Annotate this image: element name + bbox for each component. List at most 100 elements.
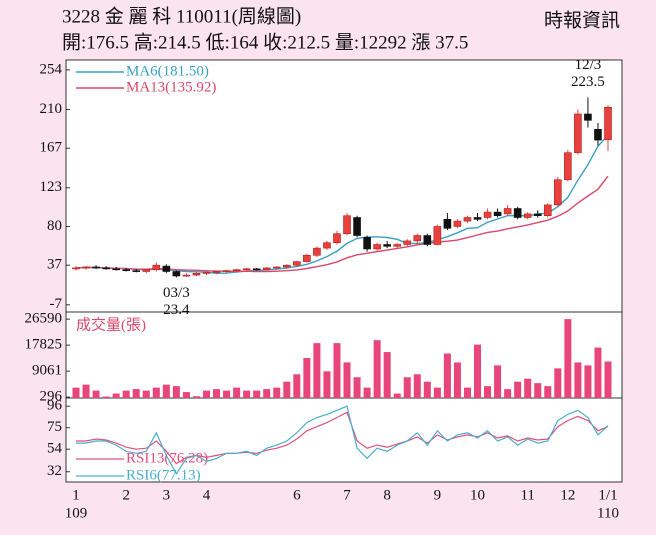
volume-bar: [202, 390, 210, 398]
volume-bar: [303, 357, 311, 398]
candle-body: [574, 113, 582, 154]
volume-bar: [514, 381, 522, 398]
candle-body: [172, 271, 181, 277]
y-tick-label: 167: [40, 140, 63, 156]
volume-bar: [172, 386, 180, 398]
volume-label: 成交量(張): [76, 315, 146, 333]
volume-bar: [112, 393, 120, 398]
y-tick-label: 17825: [25, 337, 63, 353]
candle-body: [373, 244, 381, 250]
candle-body: [443, 219, 452, 229]
x-tick-label: 2: [122, 487, 130, 503]
candle-body: [594, 129, 602, 141]
volume-bar: [383, 352, 391, 398]
candle-body: [483, 211, 492, 218]
volume-bar: [182, 392, 190, 398]
volume-bar: [403, 377, 411, 398]
x-tick-label: 12: [560, 487, 575, 503]
volume-bar: [574, 362, 582, 398]
x-tick-label: 7: [343, 487, 351, 503]
y-tick-label: 32: [47, 463, 62, 479]
candle-body: [543, 204, 552, 216]
volume-bar: [524, 378, 532, 398]
candle-body: [523, 213, 532, 218]
volume-bar: [243, 390, 251, 398]
candle-body: [282, 264, 291, 268]
legend-label: MA13(135.92): [126, 79, 216, 95]
candle-body: [333, 233, 341, 243]
volume-bar: [92, 390, 100, 398]
x-tick-label: 6: [293, 487, 301, 503]
y-tick-label: 75: [47, 419, 62, 435]
candle-body: [453, 220, 462, 227]
candle-body: [313, 247, 321, 256]
annotation: 12/3: [575, 57, 602, 73]
legend-label: MA6(181.50): [126, 63, 209, 79]
x-tick-label: 1/1: [598, 487, 617, 503]
candle-body: [533, 213, 542, 216]
volume-bar: [263, 389, 271, 398]
candle-body: [604, 106, 612, 140]
candle-body: [403, 240, 412, 245]
candle-body: [564, 152, 572, 180]
volume-bar: [343, 362, 351, 398]
candle-body: [493, 211, 502, 217]
volume-bar: [333, 343, 341, 398]
volume-bar: [233, 387, 241, 398]
annotation: 23.4: [163, 302, 190, 318]
y-tick-label: 26590: [25, 311, 63, 327]
y-tick-label: 9061: [32, 363, 62, 379]
candle-body: [252, 268, 261, 271]
candle-body: [212, 271, 221, 273]
x-tick-label: 8: [383, 487, 391, 503]
volume-bar: [604, 361, 612, 398]
volume-bar: [413, 374, 421, 398]
volume-bar: [544, 386, 552, 398]
volume-bar: [192, 396, 200, 398]
candle-body: [383, 244, 391, 247]
candle-body: [272, 266, 281, 269]
candle-body: [102, 267, 110, 270]
candle-body: [132, 270, 141, 272]
y-tick-label: 254: [40, 61, 63, 77]
candle-body: [122, 269, 130, 272]
x-tick-label: 10: [470, 487, 485, 503]
volume-bar: [102, 396, 110, 398]
volume-bar: [273, 387, 281, 398]
candle-body: [503, 208, 512, 215]
volume-bar: [484, 386, 492, 398]
candle-body: [92, 266, 100, 269]
candle-body: [303, 255, 311, 262]
candle-body: [584, 113, 592, 121]
y-tick-label: 54: [47, 441, 63, 457]
candle-body: [323, 242, 331, 249]
volume-bar: [594, 347, 602, 398]
candle-body: [232, 269, 241, 272]
candle-body: [202, 272, 211, 274]
volume-bar: [433, 387, 441, 398]
y-tick-label: 80: [47, 218, 62, 234]
candle-body: [82, 266, 90, 269]
volume-bar: [283, 381, 291, 398]
y-tick-label: 296: [40, 389, 63, 405]
candle-body: [473, 217, 482, 220]
candle-body: [242, 268, 251, 271]
volume-bar: [373, 340, 381, 398]
volume-bar: [313, 343, 321, 398]
legend-label: RSI13(76.28): [126, 450, 208, 466]
volume-bar: [323, 371, 331, 398]
volume-bar: [223, 390, 231, 398]
volume-bar: [213, 389, 221, 398]
volume-bar: [363, 387, 371, 398]
candle-body: [222, 270, 231, 272]
candle-body: [112, 268, 120, 271]
volume-bar: [293, 374, 301, 398]
volume-bar: [554, 368, 562, 398]
volume-bar: [253, 390, 261, 398]
volume-bar: [564, 319, 572, 398]
volume-bar: [152, 387, 160, 398]
candle-body: [513, 208, 522, 218]
candle-body: [182, 274, 191, 277]
subtitle: 開:176.5 高:214.5 低:164 收:212.5 量:12292 漲 …: [62, 31, 468, 53]
